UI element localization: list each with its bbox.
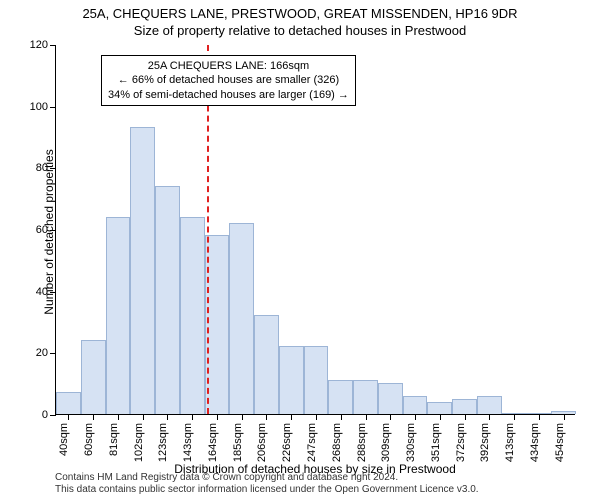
footer-attribution: Contains HM Land Registry data © Crown c… [55,472,479,496]
x-tick [316,414,317,420]
y-tick-label: 20 [18,347,48,359]
x-tick [68,414,69,420]
x-tick [489,414,490,420]
x-tick [217,414,218,420]
histogram-bar [229,223,254,414]
annotation-line3: 34% of semi-detached houses are larger (… [108,88,349,102]
y-tick-label: 120 [18,39,48,51]
x-tick [390,414,391,420]
histogram-bar [56,392,81,414]
histogram-bar [477,396,502,415]
title-sub: Size of property relative to detached ho… [0,21,600,38]
footer-line2: This data contains public sector informa… [55,484,479,496]
x-tick [266,414,267,420]
x-tick [118,414,119,420]
plot-area: 25A CHEQUERS LANE: 166sqm← 66% of detach… [55,45,575,415]
x-tick [192,414,193,420]
x-tick [514,414,515,420]
annotation-line1: 25A CHEQUERS LANE: 166sqm [108,59,349,73]
histogram-bar [130,127,155,414]
histogram-bar [180,217,205,414]
y-tick-label: 60 [18,224,48,236]
x-tick [341,414,342,420]
x-tick [242,414,243,420]
x-tick [564,414,565,420]
y-tick-label: 0 [18,409,48,421]
histogram-bar [427,402,452,414]
x-tick [539,414,540,420]
footer-line1: Contains HM Land Registry data © Crown c… [55,472,479,484]
y-tick [50,45,56,46]
y-tick-label: 100 [18,101,48,113]
x-tick [415,414,416,420]
y-tick-label: 80 [18,162,48,174]
y-tick-label: 40 [18,286,48,298]
x-tick [291,414,292,420]
histogram-bar [403,396,428,415]
x-tick [440,414,441,420]
x-tick [167,414,168,420]
histogram-chart: 25A CHEQUERS LANE: 166sqm← 66% of detach… [55,45,575,415]
histogram-bar [452,399,477,414]
x-tick [143,414,144,420]
annotation-line2: ← 66% of detached houses are smaller (32… [108,73,349,87]
x-tick [93,414,94,420]
histogram-bar [279,346,304,414]
x-tick [465,414,466,420]
title-main: 25A, CHEQUERS LANE, PRESTWOOD, GREAT MIS… [0,0,600,21]
histogram-bar [106,217,131,414]
histogram-bar [378,383,403,414]
histogram-bar [353,380,378,414]
histogram-bar [328,380,353,414]
annotation-box: 25A CHEQUERS LANE: 166sqm← 66% of detach… [101,55,356,106]
x-tick [366,414,367,420]
histogram-bar [81,340,106,414]
histogram-bar [304,346,329,414]
histogram-bar [155,186,180,414]
y-tick [50,415,56,416]
histogram-bar [254,315,279,414]
